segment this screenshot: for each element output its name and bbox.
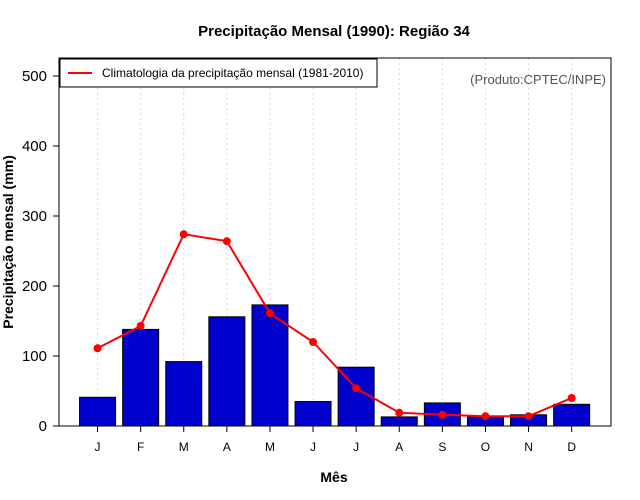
- bar: [553, 403, 591, 427]
- x-tick-label: M: [265, 440, 275, 454]
- plot-frame: [58, 57, 612, 427]
- bar: [251, 304, 289, 427]
- x-tick-label: S: [438, 440, 446, 454]
- bar: [294, 401, 332, 427]
- x-tick-label: F: [137, 440, 144, 454]
- climatology-point: [395, 408, 404, 417]
- x-tick-label: N: [524, 440, 533, 454]
- x-tick-label: J: [95, 440, 101, 454]
- y-tick-label: 300: [22, 208, 47, 225]
- credit-text: (Produto:CPTEC/INPE): [470, 72, 606, 87]
- bar: [380, 416, 418, 427]
- y-tick-label: 0: [39, 418, 47, 435]
- legend-box: [59, 58, 378, 88]
- y-tick-label: 200: [22, 278, 47, 295]
- bar: [337, 366, 375, 427]
- bar: [79, 396, 117, 427]
- climatology-point: [309, 338, 318, 346]
- legend-label: Climatologia da precipitação mensal (198…: [102, 66, 363, 80]
- climatology-point: [222, 237, 231, 246]
- climatology-point: [352, 384, 361, 393]
- climatology-point: [481, 412, 490, 421]
- climatology-point: [524, 412, 533, 421]
- climatology-point: [136, 321, 145, 330]
- y-tick-label: 400: [22, 138, 47, 155]
- climatology-point: [438, 410, 447, 419]
- y-tick-label: 500: [22, 68, 47, 85]
- legend: Climatologia da precipitação mensal (198…: [59, 58, 378, 88]
- y-tick-label: 100: [22, 348, 47, 365]
- bar: [122, 328, 160, 427]
- bar-series: [79, 304, 591, 427]
- y-axis-label: Precipitação mensal (mm): [0, 155, 16, 329]
- climatology-point: [93, 344, 102, 353]
- climatology-line-series: [93, 230, 576, 421]
- x-tick-label: M: [179, 440, 189, 454]
- x-tick-label: A: [395, 440, 403, 454]
- y-axis: 0 100 200 300 400 500: [22, 68, 59, 435]
- bar: [208, 316, 246, 427]
- climatology-point: [265, 309, 274, 318]
- climatology-point: [567, 394, 576, 402]
- x-tick-label: J: [353, 440, 359, 454]
- chart-title: Precipitação Mensal (1990): Região 34: [198, 23, 470, 40]
- x-tick-label: A: [223, 440, 231, 454]
- bar: [165, 361, 203, 427]
- x-tick-label: D: [567, 440, 576, 454]
- climatology-line: [97, 233, 573, 418]
- climatology-point: [179, 230, 188, 239]
- x-tick-label: J: [310, 440, 316, 454]
- x-axis-label: Mês: [320, 469, 347, 485]
- x-tick-label: O: [481, 440, 490, 454]
